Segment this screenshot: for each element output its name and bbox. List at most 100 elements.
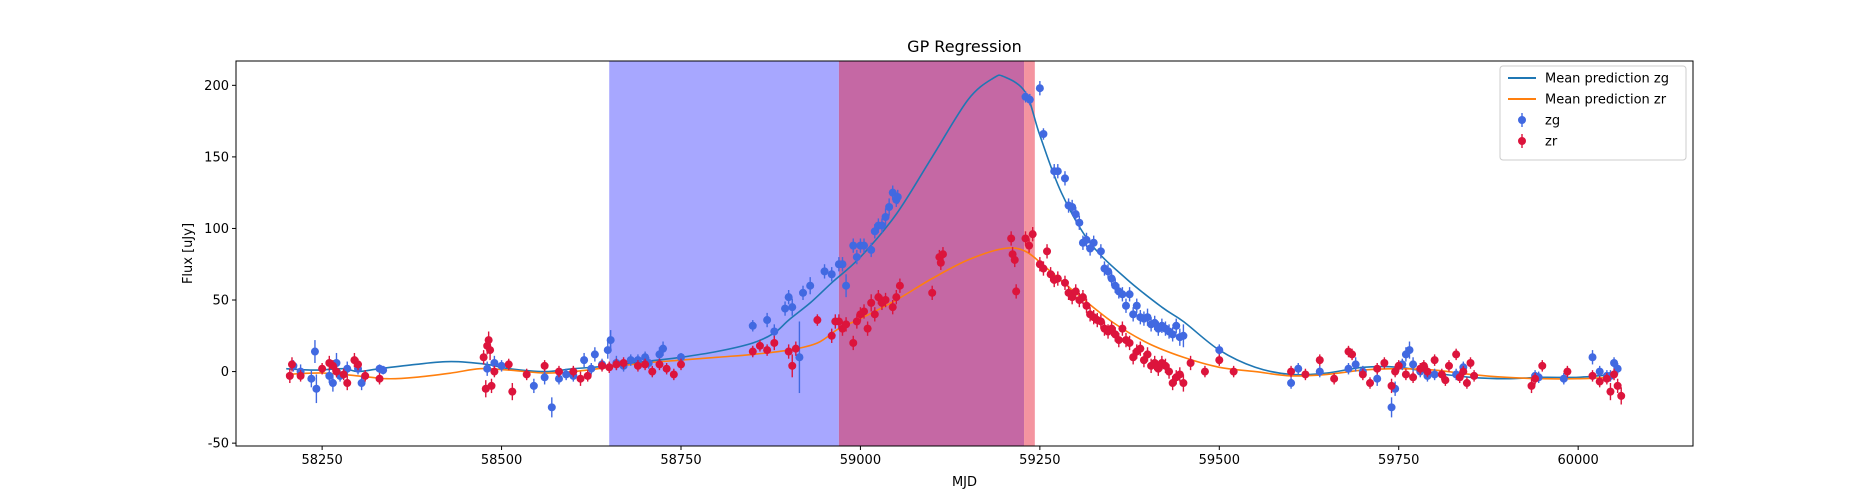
marker-zr	[788, 361, 797, 370]
x-axis-label: MJD	[952, 475, 977, 490]
marker-zr	[1161, 361, 1170, 370]
data-point-zr	[827, 328, 836, 343]
marker-zg	[877, 221, 886, 230]
marker-zr	[813, 316, 822, 325]
data-point-zr	[1007, 231, 1016, 246]
marker-zr	[1470, 371, 1479, 380]
data-point-zr	[1437, 368, 1446, 381]
marker-zg	[1107, 274, 1116, 283]
marker-zg	[1071, 210, 1080, 219]
data-point-zr	[1060, 275, 1069, 290]
x-tick-label: 58250	[301, 453, 342, 468]
data-point-zr	[1401, 368, 1410, 381]
marker-zr	[1114, 336, 1123, 345]
data-point-zg	[1125, 287, 1134, 302]
marker-zr	[1394, 361, 1403, 370]
data-point-zg	[1053, 164, 1062, 179]
marker-zg	[483, 364, 492, 373]
marker-zr	[860, 307, 869, 316]
data-point-zg	[1129, 307, 1138, 322]
marker-zg	[312, 384, 321, 393]
marker-zr	[748, 347, 757, 356]
marker-zr	[484, 336, 493, 345]
legend-entry-zr: Mean prediction zr	[1508, 93, 1667, 108]
marker-zr	[1007, 234, 1016, 243]
data-point-zr	[1043, 244, 1052, 259]
data-point-zr	[296, 370, 305, 382]
marker-zr	[1060, 278, 1069, 287]
shaded-region-blue	[609, 61, 839, 446]
marker-zr	[1455, 373, 1464, 382]
plot-frame	[235, 60, 1694, 447]
data-point-zr	[508, 383, 517, 401]
shaded-region-purple	[838, 61, 1025, 446]
data-point-zr	[641, 358, 650, 371]
data-point-zg	[1082, 232, 1091, 248]
data-point-zr	[813, 314, 822, 326]
marker-zr	[1391, 367, 1400, 376]
marker-zr	[343, 379, 352, 388]
marker-zr	[870, 310, 879, 319]
data-point-zr	[1229, 365, 1238, 378]
data-point-zr	[784, 344, 793, 359]
data-point-zr	[1538, 360, 1547, 372]
marker-zg	[641, 353, 650, 362]
legend-entry-zg: Mean prediction zg	[1508, 72, 1669, 87]
data-point-zg	[1588, 350, 1597, 365]
y-axis-label: Flux [uJy]	[181, 223, 196, 284]
data-point-zg	[806, 277, 815, 295]
data-point-zr	[1136, 341, 1145, 356]
marker-zg	[852, 253, 861, 262]
data-point-zr	[332, 365, 341, 378]
data-point-zr	[1409, 371, 1418, 384]
data-point-zg	[357, 375, 366, 391]
data-point-zr	[1348, 348, 1357, 361]
data-point-zg	[529, 378, 538, 394]
data-point-zr	[1394, 360, 1403, 372]
data-point-zr	[1287, 365, 1296, 378]
data-point-zr	[1462, 377, 1471, 389]
y-tick-label: 100	[204, 222, 229, 237]
x-tick-label: 59000	[840, 453, 881, 468]
data-point-zg	[842, 274, 851, 298]
data-point-zr	[1175, 367, 1184, 382]
marker-zr	[1387, 381, 1396, 390]
marker-zr	[1025, 241, 1034, 250]
marker-zr	[375, 374, 384, 383]
marker-zr	[504, 360, 513, 369]
marker-zr	[1602, 374, 1611, 383]
marker-zr	[1301, 370, 1310, 379]
data-point-zg	[562, 368, 571, 381]
legend-entry-zr: zr	[1518, 134, 1558, 150]
data-point-zr	[490, 365, 499, 378]
marker-zg	[1089, 238, 1098, 247]
marker-zr	[1348, 350, 1357, 359]
data-point-zr	[860, 304, 869, 319]
data-point-zg	[540, 370, 549, 385]
marker-zg	[1060, 174, 1069, 183]
marker-zr	[1441, 376, 1450, 385]
data-point-zg	[1559, 373, 1568, 385]
marker-zr	[849, 338, 858, 347]
data-point-zg	[1610, 357, 1619, 369]
data-point-zr	[605, 361, 614, 374]
x-tick-label: 59500	[1199, 453, 1240, 468]
marker-zg	[1132, 301, 1141, 310]
data-point-zr	[788, 354, 797, 378]
marker-zr	[508, 387, 517, 396]
marker-zr	[1613, 381, 1622, 390]
marker-zr	[1150, 358, 1159, 367]
data-point-zr	[540, 360, 549, 372]
marker-zr	[1046, 270, 1055, 279]
data-point-zr	[612, 358, 621, 371]
data-point-zg	[1215, 344, 1224, 356]
data-point-zr	[888, 300, 897, 315]
marker-zg	[1143, 313, 1152, 322]
marker-zr	[490, 367, 499, 376]
data-point-zg	[1287, 377, 1296, 389]
marker-zg	[1068, 202, 1077, 211]
data-point-zr	[1025, 238, 1034, 253]
data-point-zg	[1060, 171, 1069, 186]
data-point-zr	[1455, 371, 1464, 384]
marker-zg	[587, 364, 596, 373]
